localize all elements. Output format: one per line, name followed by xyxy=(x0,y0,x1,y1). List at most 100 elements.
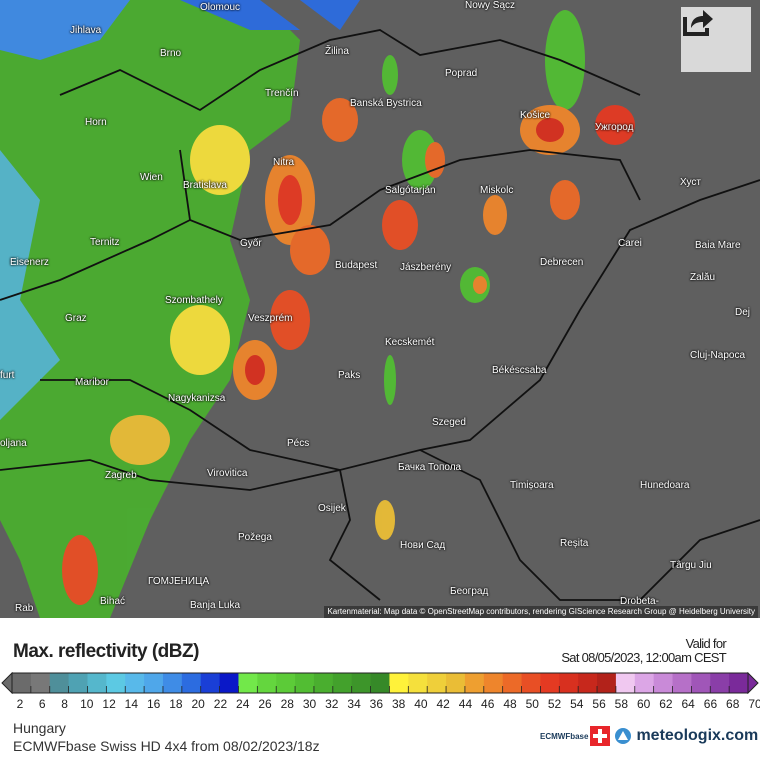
scale-swatch xyxy=(106,673,126,693)
city-name: Nowy Sącz xyxy=(465,0,516,11)
map-attribution: Kartenmaterial: Map data © OpenStreetMap… xyxy=(324,606,758,618)
city-name: Banská Bystrica xyxy=(350,98,422,109)
city-label: Wien xyxy=(140,172,163,183)
scale-swatch xyxy=(597,673,617,693)
brand-name: meteologix.com xyxy=(636,727,759,744)
scale-swatch xyxy=(729,673,749,693)
city-label: Banja Luka xyxy=(190,600,240,611)
city-label: Нови Сад xyxy=(400,540,445,551)
city-name: Хуст xyxy=(680,177,701,188)
scale-swatch xyxy=(464,673,485,693)
city-label: Miskolc xyxy=(480,185,513,196)
scale-swatch xyxy=(540,673,560,693)
scale-tick-label: 62 xyxy=(659,697,673,711)
scale-swatch xyxy=(634,673,655,693)
city-label: Bratislava xyxy=(183,180,227,191)
city-label: Banská Bystrica xyxy=(350,98,422,109)
city-label: ГОМЈЕНИЦА xyxy=(148,576,209,587)
scale-tick-label: 34 xyxy=(347,697,361,711)
scale-swatch xyxy=(710,673,730,693)
city-label: Reșita xyxy=(560,538,588,549)
scale-swatch xyxy=(502,673,523,693)
scale-tick-label: 30 xyxy=(302,697,317,711)
city-label: Horn xyxy=(85,117,107,128)
city-name: Kecskemét xyxy=(385,337,435,348)
scale-swatch xyxy=(691,673,711,693)
city-name: Eisenerz xyxy=(10,257,49,268)
city-label: Baia Mare xyxy=(695,240,741,251)
scale-swatch xyxy=(313,673,334,693)
city-label: Békéscsaba xyxy=(492,365,546,376)
city-label: Salgótarján xyxy=(385,185,436,196)
city-name: Košice xyxy=(520,110,551,121)
city-name: Drobeta- xyxy=(620,596,659,607)
scale-tick-label: 50 xyxy=(525,697,539,711)
city-name: Debrecen xyxy=(540,257,584,268)
scale-tick-label: 32 xyxy=(325,697,339,711)
city-label: Ternitz xyxy=(90,237,119,248)
city-label: Paks xyxy=(338,370,360,381)
city-label: Jihlava xyxy=(70,25,101,36)
city-label: Târgu Jiu xyxy=(670,560,712,571)
scale-swatch xyxy=(389,673,409,693)
scale-tick-label: 56 xyxy=(592,697,606,711)
scale-tick-label: 38 xyxy=(391,697,406,711)
city-label: oljana xyxy=(0,438,27,449)
city-name: Bihać xyxy=(100,596,126,607)
city-name: Paks xyxy=(338,370,361,381)
city-name: Бачка Топола xyxy=(398,462,462,473)
city-label: Virovitica xyxy=(207,468,247,479)
city-name: Győr xyxy=(240,238,262,249)
scale-swatch xyxy=(276,673,296,693)
scale-tick-label: 8 xyxy=(61,697,68,711)
scale-tick-label: 12 xyxy=(102,697,116,711)
scale-border xyxy=(11,672,749,694)
city-name: Veszprém xyxy=(248,313,293,324)
city-name: Žilina xyxy=(325,46,349,57)
model-run-label: ECMWFbase Swiss HD 4x4 from 08/02/2023/1… xyxy=(13,738,320,754)
city-label: Debrecen xyxy=(540,257,583,268)
scale-tick-label: 20 xyxy=(191,697,205,711)
scale-swatch xyxy=(12,673,32,693)
scale-tick-label: 44 xyxy=(458,697,473,711)
scale-tick-label: 16 xyxy=(146,697,161,711)
scale-swatch xyxy=(559,673,579,693)
scale-swatch xyxy=(181,673,202,693)
city-name: Târgu Jiu xyxy=(670,560,712,571)
scale-swatch xyxy=(257,673,277,693)
scale-swatch xyxy=(68,673,88,693)
scale-swatch xyxy=(219,673,239,693)
scale-swatch xyxy=(351,673,372,693)
scale-tick-label: 46 xyxy=(481,697,495,711)
meteologix-logo[interactable]: meteologix.com xyxy=(614,727,758,745)
scale-swatch xyxy=(483,673,504,693)
scale-arrow-right xyxy=(747,672,759,694)
city-name: Jihlava xyxy=(70,25,102,36)
city-label: Drobeta- xyxy=(620,596,659,607)
scale-tick-label: 40 xyxy=(414,697,428,711)
city-name: Nagykanizsa xyxy=(168,393,226,404)
drop-icon xyxy=(615,728,632,744)
radar-map[interactable]: Olomouc Nowy Sącz Jihlava Brno Žilina Poprad H… xyxy=(0,0,760,618)
city-name: Maribor xyxy=(75,377,109,388)
city-name: Cluj-Napoca xyxy=(690,350,746,361)
color-scale-ticks: 2 6 8 10 12 14 16 18 20 22 24 26 28 30 32 34 36 38 40 42 44 4… xyxy=(0,697,760,713)
city-label: Београд xyxy=(450,586,488,597)
city-label: Dej xyxy=(735,307,750,318)
valid-time: Valid for Sat 08/05/2023, 12:00am CEST xyxy=(561,637,726,665)
city-name: Wien xyxy=(140,172,163,183)
scale-tick-label: 60 xyxy=(636,697,651,711)
scale-swatch xyxy=(144,673,164,693)
city-name: Szeged xyxy=(432,417,466,428)
city-label: Kecskemét xyxy=(385,337,434,348)
scale-swatch xyxy=(446,673,466,693)
city-name: Osijek xyxy=(318,503,346,514)
city-name: Békéscsaba xyxy=(492,365,547,376)
scale-tick-label: 52 xyxy=(547,697,562,711)
city-label: Győr xyxy=(240,238,262,249)
city-name: Olomouc xyxy=(200,2,241,13)
scale-tick-label: 48 xyxy=(503,697,517,711)
city-name: Ternitz xyxy=(90,237,120,248)
scale-swatch xyxy=(162,673,183,693)
share-button[interactable] xyxy=(681,7,751,72)
